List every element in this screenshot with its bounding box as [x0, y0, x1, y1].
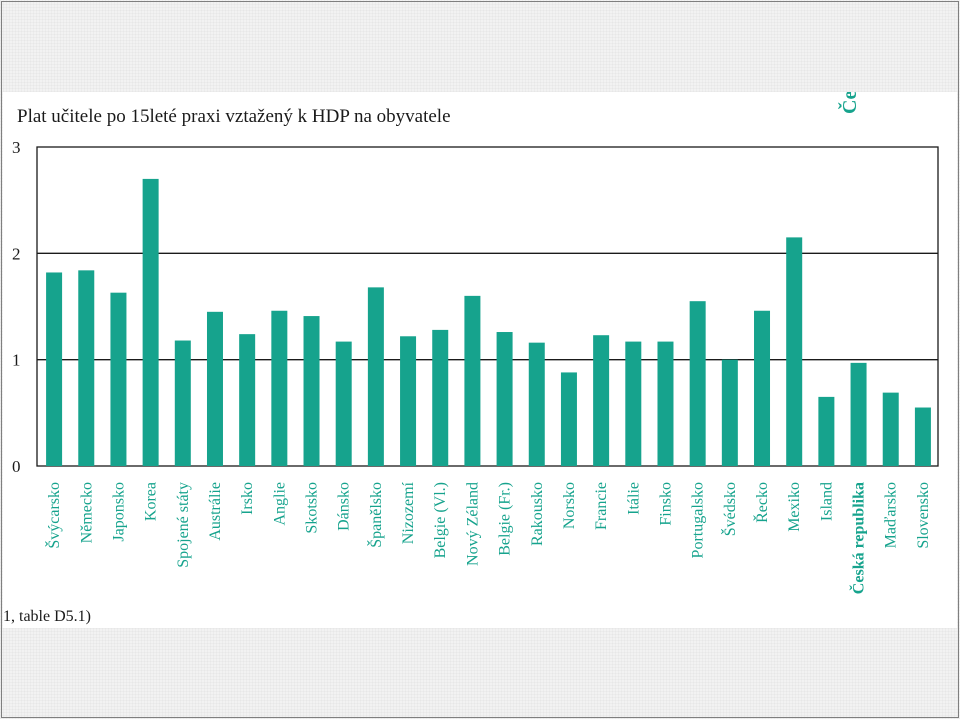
x-category-label: Dánsko	[336, 482, 353, 531]
bar	[335, 341, 352, 466]
x-category-label: Island	[818, 482, 835, 521]
bar	[786, 237, 803, 466]
bar	[496, 332, 513, 466]
y-tick-label: 2	[12, 244, 21, 263]
x-category-label: Česká republika	[849, 482, 868, 594]
x-category-label: Mexiko	[786, 482, 803, 532]
bar	[882, 392, 899, 466]
bar	[657, 341, 674, 466]
x-category-label: Itálie	[625, 482, 642, 515]
bar	[239, 334, 256, 466]
x-category-label: Norsko	[561, 482, 578, 529]
bar	[110, 292, 127, 466]
x-category-label: Skotsko	[304, 482, 321, 534]
bar	[367, 287, 384, 466]
bar	[593, 335, 610, 466]
x-category-label: Finsko	[657, 482, 674, 526]
x-category-label: Belgie (Fr.)	[497, 482, 514, 556]
x-category-label: Korea	[143, 482, 160, 521]
bar	[754, 310, 771, 466]
x-category-label: Německo	[78, 482, 95, 543]
bar	[689, 301, 706, 466]
bar	[142, 178, 159, 466]
bar	[432, 329, 449, 466]
x-category-label: Nizozemí	[400, 481, 417, 544]
x-category-label: Švédsko	[720, 482, 739, 536]
y-tick-label: 1	[12, 351, 21, 370]
bar	[206, 311, 223, 466]
bar	[850, 362, 867, 466]
x-category-label: Maďarsko	[883, 482, 900, 548]
x-category-label: Nový Zéland	[464, 482, 481, 566]
chart-panel: Plat učitele po 15leté praxi vztažený k …	[3, 92, 957, 628]
source-footnote: 1, table D5.1)	[3, 608, 91, 625]
y-tick-label: 0	[12, 457, 21, 476]
x-category-label: Portugalsko	[690, 482, 707, 558]
x-category-label: Španělsko	[366, 482, 385, 548]
bar	[528, 342, 545, 466]
bar	[400, 336, 417, 466]
bar	[271, 310, 288, 466]
x-category-label: Irsko	[239, 482, 256, 515]
bar-chart: 0 1 2 3 Švýcarsko Německo Japonsko Korea Spojené…	[12, 138, 939, 594]
x-category-label: Francie	[593, 482, 610, 530]
bar	[303, 316, 320, 466]
x-category-label: Švýcarsko	[44, 482, 63, 549]
x-category-label: Austrálie	[207, 482, 224, 541]
y-tick-label: 3	[12, 138, 21, 157]
bar	[560, 372, 577, 466]
x-category-label: Slovensko	[915, 482, 932, 549]
plot-frame	[36, 146, 939, 467]
chart-title: Plat učitele po 15leté praxi vztažený k …	[17, 106, 451, 127]
bar	[914, 407, 931, 466]
bar	[464, 295, 481, 466]
bar	[78, 270, 95, 466]
bar	[818, 396, 835, 466]
x-category-label: Rakousko	[529, 482, 546, 546]
x-category-label: Belgie (Vl.)	[432, 482, 449, 558]
x-category-label: Řecko	[752, 482, 771, 523]
bar	[46, 272, 63, 466]
bar	[174, 340, 191, 466]
x-category-label: Anglie	[271, 482, 288, 526]
bar	[721, 359, 738, 466]
x-category-label: Japonsko	[110, 482, 127, 542]
x-category-label: Spojené státy	[175, 482, 192, 568]
bar	[625, 341, 642, 466]
